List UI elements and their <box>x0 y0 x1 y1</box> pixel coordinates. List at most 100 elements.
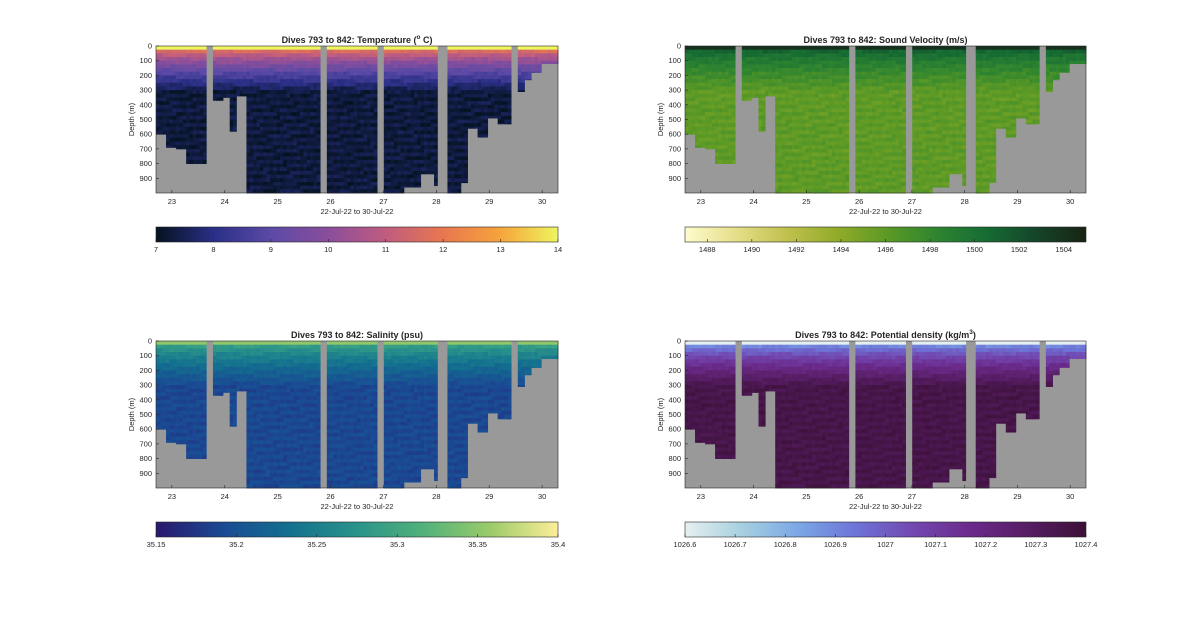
heatmap-cell <box>394 94 398 98</box>
heatmap-cell <box>287 182 291 186</box>
heatmap-cell <box>815 134 819 138</box>
heatmap-cell <box>815 156 819 160</box>
heatmap-cell <box>173 86 177 90</box>
heatmap-cell <box>397 178 401 182</box>
heatmap-cell <box>350 164 354 168</box>
heatmap-cell <box>253 75 257 79</box>
heatmap-cell <box>421 90 425 94</box>
heatmap-cell <box>759 46 763 50</box>
heatmap-cell <box>504 94 508 98</box>
heatmap-cell <box>795 72 799 76</box>
heatmap-cell <box>283 86 287 90</box>
heatmap-cell <box>491 94 495 98</box>
heatmap-cell <box>424 120 428 124</box>
heatmap-cell <box>414 123 418 127</box>
heatmap-cell <box>290 120 294 124</box>
heatmap-cell <box>484 86 488 90</box>
heatmap-cell <box>855 112 859 116</box>
heatmap-cell <box>367 86 371 90</box>
heatmap-cell <box>782 156 786 160</box>
heatmap-cell <box>414 61 418 65</box>
heatmap-cell <box>454 108 458 112</box>
heatmap-cell <box>454 167 458 171</box>
heatmap-cell <box>819 123 823 127</box>
heatmap-cell <box>169 46 173 50</box>
heatmap-cell <box>350 68 354 72</box>
heatmap-cell <box>290 72 294 76</box>
heatmap-cell <box>461 160 465 164</box>
heatmap-cell <box>434 79 438 83</box>
heatmap-cell <box>859 178 863 182</box>
heatmap-cell <box>290 171 294 175</box>
heatmap-cell <box>246 134 250 138</box>
heatmap-cell <box>337 134 341 138</box>
heatmap-cell <box>708 79 712 83</box>
heatmap-cell <box>478 116 482 120</box>
heatmap-cell <box>501 53 505 57</box>
heatmap-cell <box>712 108 716 112</box>
heatmap-cell <box>203 153 207 157</box>
heatmap-cell <box>792 123 796 127</box>
heatmap-cell <box>159 86 163 90</box>
heatmap-cell <box>815 116 819 120</box>
heatmap-cell <box>779 171 783 175</box>
heatmap-cell <box>819 72 823 76</box>
heatmap-cell <box>454 97 458 101</box>
heatmap-cell <box>267 46 271 50</box>
heatmap-cell <box>478 68 482 72</box>
heatmap-cell <box>802 75 806 79</box>
heatmap-cell <box>752 83 756 87</box>
heatmap-cell <box>354 120 358 124</box>
heatmap-cell <box>708 138 712 142</box>
heatmap-cell <box>698 72 702 76</box>
heatmap-cell <box>310 79 314 83</box>
heatmap-cell <box>458 120 462 124</box>
heatmap-cell <box>745 75 749 79</box>
heatmap-cell <box>742 90 746 94</box>
heatmap-cell <box>297 120 301 124</box>
heatmap-cell <box>454 101 458 105</box>
heatmap-cell <box>384 72 388 76</box>
heatmap-cell <box>367 156 371 160</box>
heatmap-cell <box>260 50 264 54</box>
heatmap-cell <box>270 61 274 65</box>
heatmap-cell <box>799 112 803 116</box>
heatmap-cell <box>193 97 197 101</box>
heatmap-cell <box>722 97 726 101</box>
heatmap-cell <box>303 171 307 175</box>
heatmap-cell <box>364 134 368 138</box>
heatmap-cell <box>742 53 746 57</box>
heatmap-cell <box>865 64 869 68</box>
heatmap-cell <box>273 153 277 157</box>
heatmap-cell <box>330 68 334 72</box>
heatmap-cell <box>196 153 200 157</box>
heatmap-cell <box>498 46 502 50</box>
heatmap-cell <box>300 127 304 131</box>
heatmap-cell <box>293 120 297 124</box>
heatmap-cell <box>246 64 250 68</box>
heatmap-cell <box>397 94 401 98</box>
heatmap-cell <box>785 167 789 171</box>
heatmap-cell <box>196 86 200 90</box>
heatmap-cell <box>407 164 411 168</box>
heatmap-cell <box>508 101 512 105</box>
heatmap-cell <box>792 142 796 146</box>
heatmap-cell <box>504 101 508 105</box>
heatmap-cell <box>297 105 301 109</box>
heatmap-cell <box>404 53 408 57</box>
heatmap-cell <box>270 46 274 50</box>
heatmap-cell <box>327 97 331 101</box>
heatmap-cell <box>220 68 224 72</box>
heatmap-cell <box>260 108 264 112</box>
heatmap-cell <box>313 120 317 124</box>
heatmap-cell <box>732 50 736 54</box>
heatmap-cell <box>488 68 492 72</box>
heatmap-cell <box>458 178 462 182</box>
heatmap-cell <box>317 153 321 157</box>
heatmap-cell <box>779 112 783 116</box>
heatmap-cell <box>862 46 866 50</box>
heatmap-cell <box>193 75 197 79</box>
heatmap-cell <box>819 145 823 149</box>
heatmap-cell <box>384 186 388 190</box>
heatmap-cell <box>478 105 482 109</box>
